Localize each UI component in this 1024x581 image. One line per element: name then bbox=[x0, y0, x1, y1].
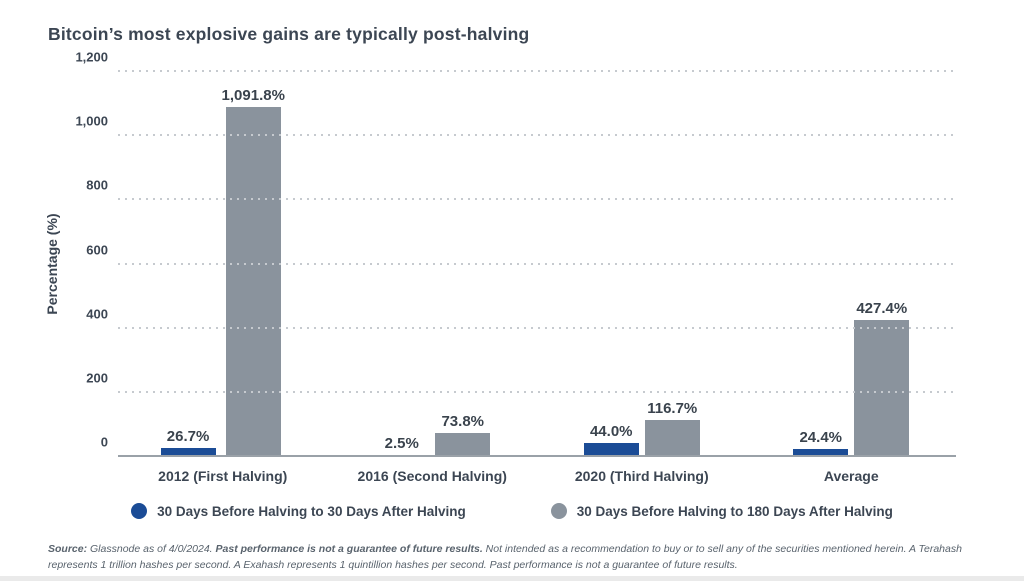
y-tick-label: 0 bbox=[100, 434, 108, 450]
bar-180days-series bbox=[225, 106, 281, 457]
legend-dot-icon bbox=[550, 503, 567, 519]
bar-chart-plot-area: 26.7% 1,091.8% 2.5% 73.8% 44.0% 116.7% 24.4% 42… bbox=[75, 50, 956, 457]
legend: 30 Days Before Halving to 30 Days After … bbox=[0, 503, 1024, 519]
bar-pair: 44.0% 116.7% bbox=[583, 72, 700, 457]
bar-pair: 2.5% 73.8% bbox=[374, 72, 491, 457]
bar-cell: 26.7% bbox=[160, 72, 216, 457]
gridline bbox=[118, 326, 956, 329]
bar-cell: 24.4% bbox=[793, 72, 849, 457]
page-bottom-edge bbox=[0, 576, 1024, 581]
bar-30days-series bbox=[793, 449, 849, 457]
legend-label: 30 Days Before Halving to 180 Days After… bbox=[576, 503, 893, 519]
bar-value-label: 73.8% bbox=[441, 413, 485, 431]
bar-cell: 1,091.8% bbox=[222, 72, 285, 457]
x-category-label: Average bbox=[823, 468, 879, 484]
bar-cell: 44.0% bbox=[583, 72, 639, 457]
gridline bbox=[118, 134, 956, 137]
legend-item: 30 Days Before Halving to 180 Days After… bbox=[550, 503, 893, 519]
bar-value-label: 26.7% bbox=[166, 428, 210, 446]
x-category-label: 2020 (Third Halving) bbox=[574, 468, 709, 484]
y-tick-label: 800 bbox=[86, 177, 108, 193]
y-axis-title: Percentage (%) bbox=[44, 213, 60, 315]
y-tick-label: 600 bbox=[86, 242, 108, 257]
bar-value-label: 44.0% bbox=[589, 422, 633, 440]
y-tick-label: 200 bbox=[86, 370, 108, 386]
bar-group: 44.0% 116.7% bbox=[537, 72, 747, 457]
bar-180days-series bbox=[435, 433, 491, 457]
bar-value-label: 1,091.8% bbox=[221, 86, 285, 104]
bar-180days-series bbox=[854, 319, 910, 457]
bar-groups: 26.7% 1,091.8% 2.5% 73.8% 44.0% 116.7% 24.4% 42… bbox=[118, 72, 956, 457]
bar-value-label: 2.5% bbox=[384, 435, 419, 452]
x-category-label: 2016 (Second Halving) bbox=[357, 468, 507, 484]
gridline bbox=[118, 262, 956, 265]
bar-cell: 73.8% bbox=[435, 72, 491, 457]
bar-30days-series bbox=[160, 448, 216, 457]
disclaimer-bold: Past performance is not a guarantee of f… bbox=[215, 543, 483, 555]
legend-item: 30 Days Before Halving to 30 Days After … bbox=[131, 503, 466, 519]
gridline bbox=[118, 198, 956, 201]
gridline bbox=[118, 70, 956, 72]
chart-title: Bitcoin’s most explosive gains are typic… bbox=[48, 24, 530, 44]
x-axis-baseline bbox=[118, 455, 956, 457]
bar-value-label: 24.4% bbox=[799, 429, 843, 447]
source-disclaimer: Source: Glassnode as of 4/0/2024. Past p… bbox=[48, 542, 988, 574]
bar-cell: 116.7% bbox=[644, 72, 700, 457]
bar-group: 26.7% 1,091.8% bbox=[118, 72, 328, 457]
x-category-label: 2012 (First Halving) bbox=[158, 468, 288, 484]
source-label: Source: bbox=[48, 543, 88, 555]
disclaimer-text: Not intended as a recommendation to buy … bbox=[48, 543, 962, 571]
bar-group: 2.5% 73.8% bbox=[328, 72, 538, 457]
x-axis-labels: 2012 (First Halving) 2016 (Second Halving… bbox=[118, 468, 956, 484]
bar-30days-series bbox=[583, 442, 639, 457]
bar-180days-series bbox=[644, 419, 700, 457]
y-tick-label: 1,000 bbox=[75, 113, 108, 129]
bar-value-label: 116.7% bbox=[647, 399, 698, 417]
y-tick-label: 1,200 bbox=[75, 49, 108, 65]
bar-group: 24.4% 427.4% bbox=[747, 72, 957, 457]
legend-label: 30 Days Before Halving to 30 Days After … bbox=[157, 503, 466, 519]
bar-value-label: 427.4% bbox=[856, 299, 908, 317]
bar-cell: 2.5% bbox=[374, 72, 430, 457]
bar-pair: 24.4% 427.4% bbox=[793, 72, 910, 457]
bar-cell: 427.4% bbox=[854, 72, 910, 457]
legend-dot-icon bbox=[131, 503, 148, 519]
y-tick-label: 400 bbox=[86, 306, 108, 322]
bar-pair: 26.7% 1,091.8% bbox=[160, 72, 285, 457]
gridline bbox=[118, 390, 956, 393]
source-text: Glassnode as of 4/0/2024. bbox=[87, 543, 216, 555]
